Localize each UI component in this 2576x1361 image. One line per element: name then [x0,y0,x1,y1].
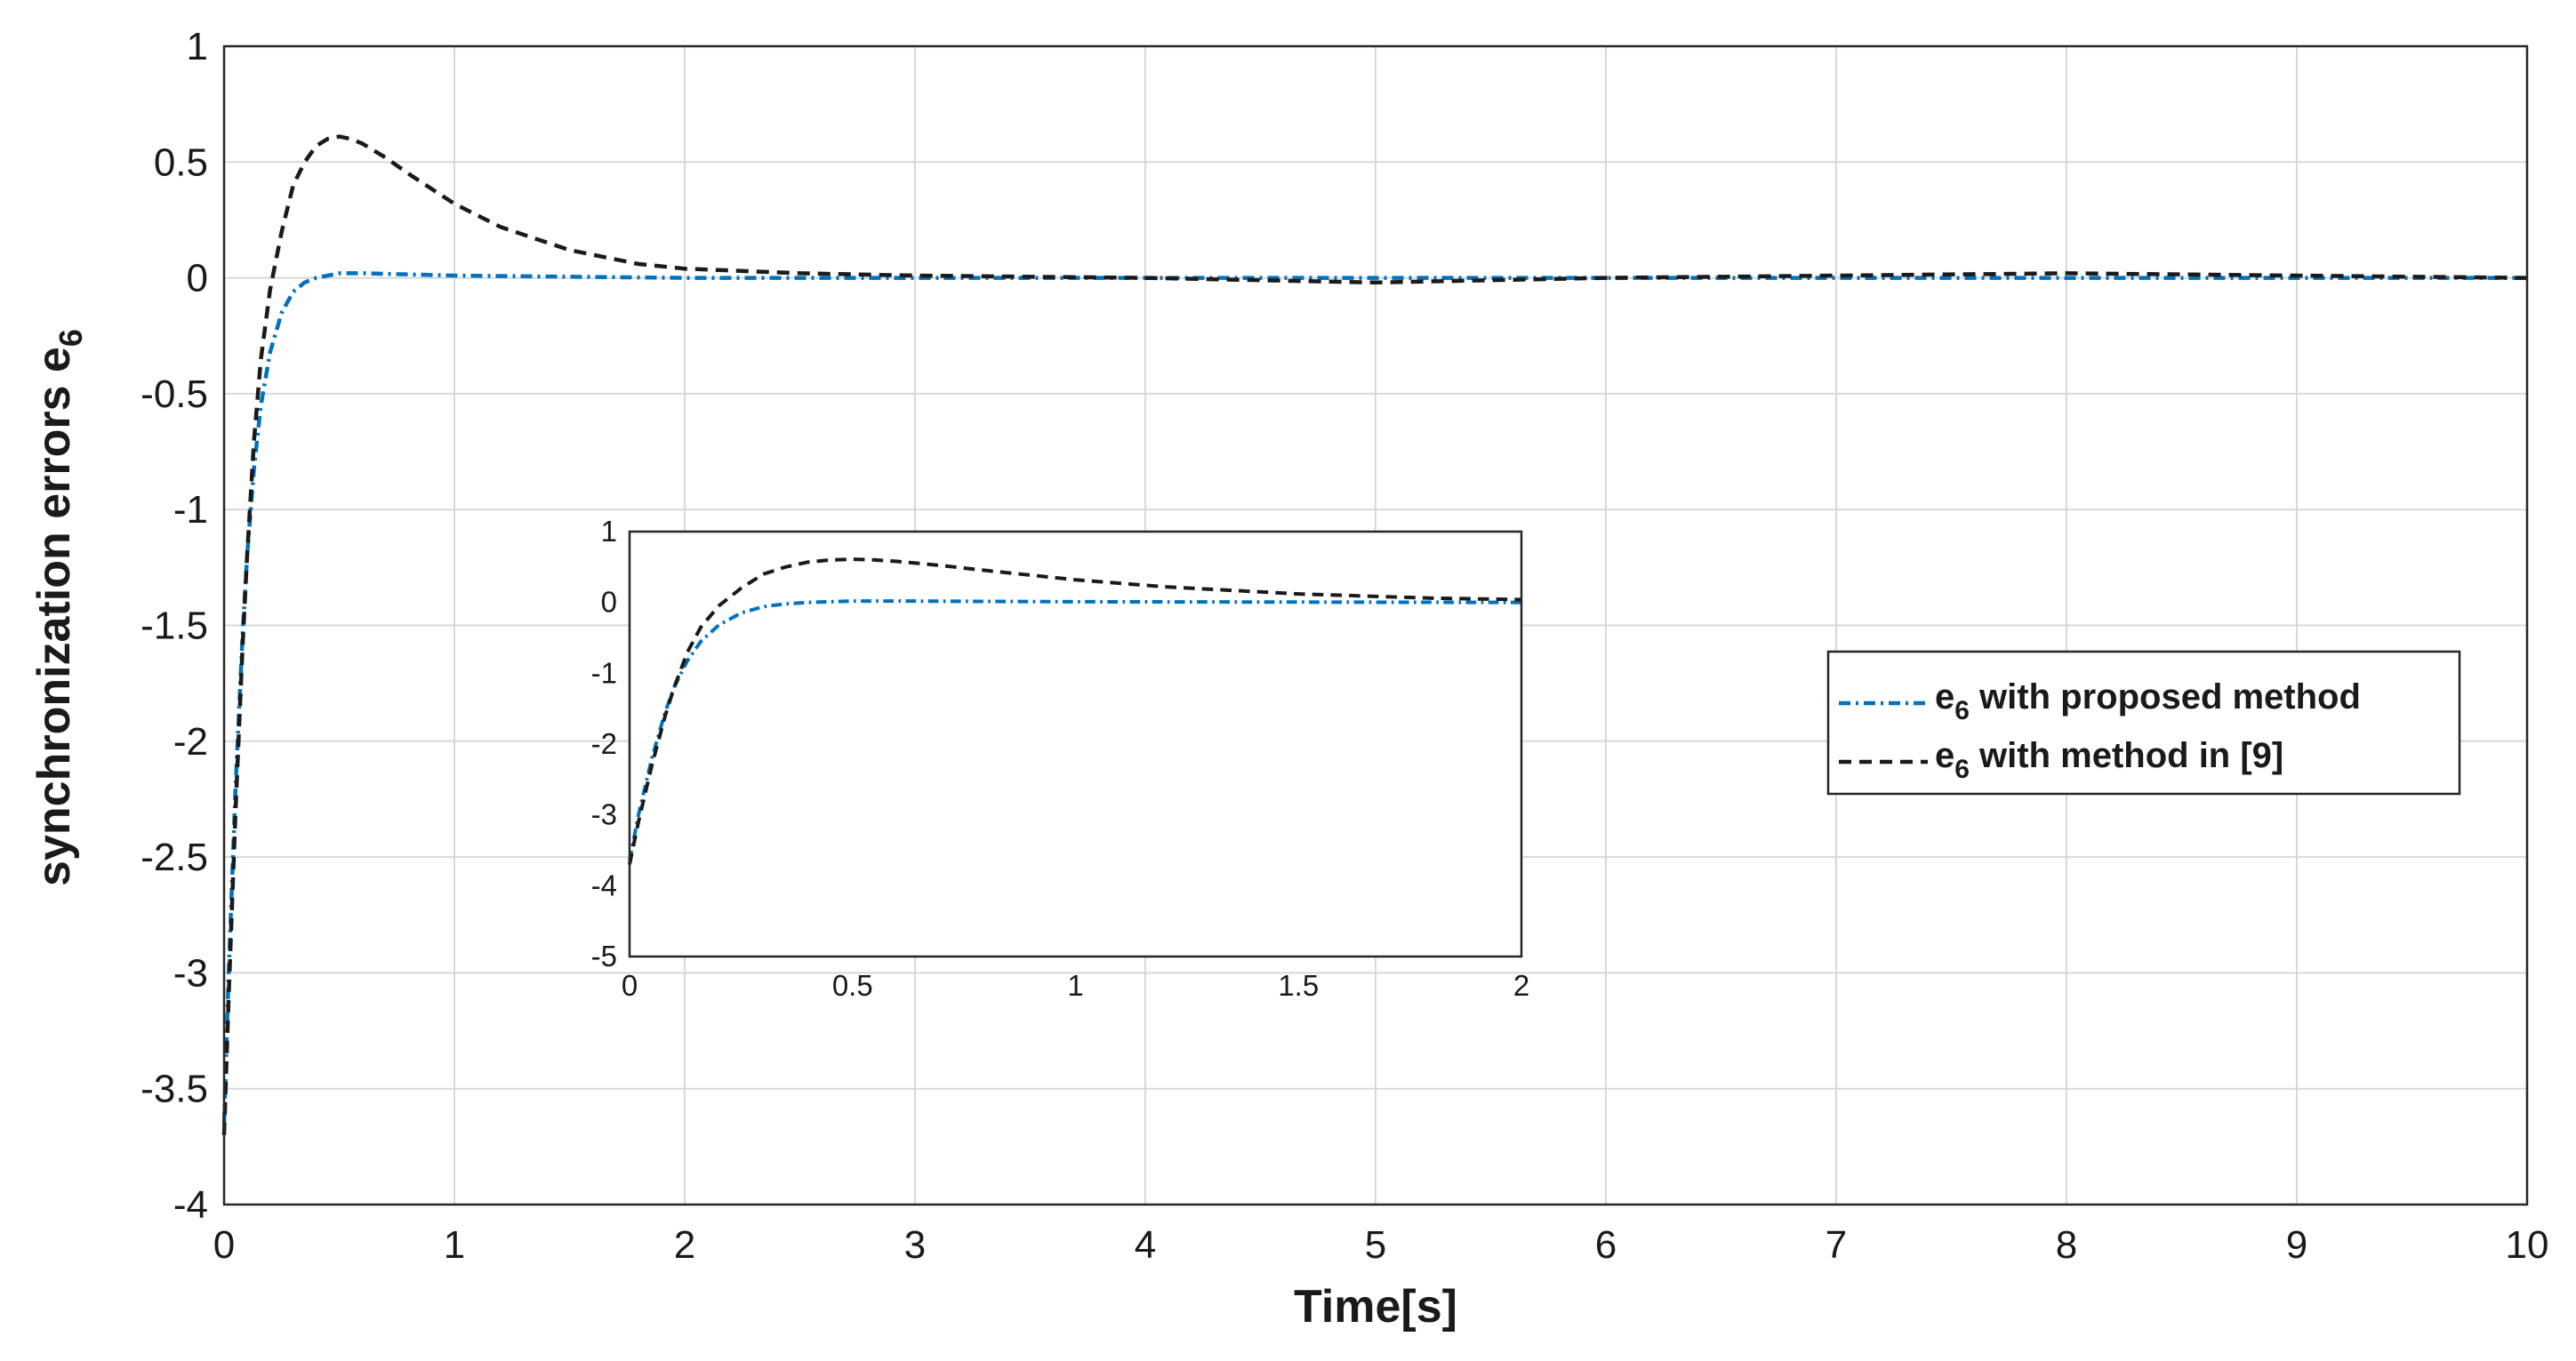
x-tick-label-4: 4 [1135,1223,1156,1267]
legend-label-method9-subscript: 6 [1954,755,1970,784]
y-axis-title: synchronization errors e6 [28,329,89,886]
main-plot-frame [222,44,2529,1206]
inset-y-tick-label-5: -4 [591,869,617,901]
inset-y-tick-label-3: -2 [591,727,617,760]
inset-x-tick-label-2: 1 [1067,969,1083,1002]
y-tick-label-8: -3 [173,951,208,995]
main-series-line-0 [221,271,2527,1124]
x-tick-label-9: 9 [2286,1223,2307,1267]
y-tick-label-7: -2.5 [140,836,208,879]
inset-y-tick-label-6: -5 [591,940,617,973]
inset-series [628,557,1522,865]
inset-tick-labels: 0 0.5 1 1.5 2 1 0 -1 -2 -3 -4 -5 [591,515,1530,1002]
y-tick-label-2: 0 [187,257,208,300]
legend-label-proposed: e6 with proposed method [1935,677,2361,725]
x-tick-label-7: 7 [1826,1223,1847,1267]
y-tick-label-5: -1.5 [140,604,208,648]
y-axis-title-main: synchronization errors e [28,347,80,886]
legend-label-method9: e6 with method in [9] [1935,736,2283,784]
legend-box [1826,650,2461,796]
inset-plot-frame [628,530,1523,958]
y-tick-label-10: -4 [173,1183,208,1227]
x-tick-label-0: 0 [213,1223,235,1267]
inset-y-tick-label-0: 1 [601,515,617,548]
x-tick-label-6: 6 [1595,1223,1617,1267]
y-tick-label-6: -2 [173,720,208,764]
x-tick-label-5: 5 [1365,1223,1386,1267]
x-axis-title: Time[s] [1294,1281,1457,1333]
x-tick-label-8: 8 [2056,1223,2077,1267]
legend-label-proposed-text: with proposed method [1970,677,2361,717]
inset-y-tick-label-2: -1 [591,656,617,689]
legend-label-proposed-symbol: e [1935,677,1954,717]
x-tick-label-10: 10 [2506,1223,2549,1267]
inset-chart: 0 0.5 1 1.5 2 1 0 -1 -2 -3 -4 -5 [591,515,1530,1002]
y-tick-label-9: -3.5 [140,1068,208,1111]
inset-y-tick-label-1: 0 [601,586,617,619]
legend-label-method9-symbol: e [1935,736,1954,775]
y-tick-label-3: -0.5 [140,372,208,416]
y-tick-label-4: -1 [173,488,208,532]
inset-x-tick-label-0: 0 [622,969,638,1002]
x-tick-label-1: 1 [444,1223,465,1267]
y-tick-label-1: 0.5 [154,140,208,184]
x-tick-label-3: 3 [904,1223,926,1267]
inset-x-tick-label-1: 0.5 [832,969,873,1002]
y-axis-title-subscript: 6 [52,329,89,347]
legend: e6 with proposed method e6 with method i… [1826,650,2461,796]
inset-x-tick-label-4: 2 [1513,969,1529,1002]
main-series-line-1 [221,134,2528,1135]
main-series [221,134,2528,1135]
legend-label-proposed-subscript: 6 [1954,696,1970,725]
inset-x-tick-label-3: 1.5 [1278,969,1319,1002]
legend-label-method9-text: with method in [9] [1970,736,2283,775]
x-tick-label-2: 2 [674,1223,695,1267]
main-tick-labels: 0 1 2 3 4 5 6 7 8 9 1010.50-0.5-1-1.5-2-2.5-3-3.5-… [140,25,2548,1267]
inset-series-line-1 [628,557,1522,865]
y-tick-label-0: 1 [187,25,208,68]
inset-background [630,532,1521,957]
inset-y-tick-label-4: -3 [591,798,617,831]
